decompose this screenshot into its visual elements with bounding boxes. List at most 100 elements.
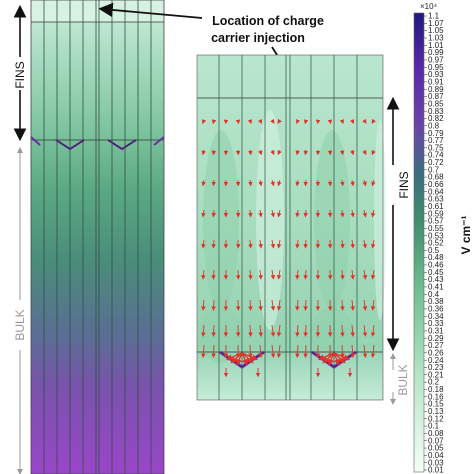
field-vector-arrow xyxy=(371,179,376,187)
field-vector-arrow xyxy=(258,299,263,311)
field-vector-arrow xyxy=(247,149,253,156)
left-panel-top-slab xyxy=(31,0,164,22)
colorbar-tick-label: 0.91 xyxy=(428,78,444,87)
field-vector-arrow xyxy=(258,269,263,280)
field-vector-arrow xyxy=(276,344,282,359)
field-vector-arrow xyxy=(270,118,275,124)
field-vector-arrow xyxy=(362,299,368,311)
field-vector-arrow xyxy=(295,269,300,280)
field-vector-arrows xyxy=(201,118,376,378)
field-vector-arrow xyxy=(295,179,300,187)
field-vector-arrow xyxy=(340,239,345,249)
field-vector-arrow xyxy=(350,209,355,218)
annotation-line-2: carrier injection xyxy=(211,31,305,45)
injection-annotation: Location of charge carrier injection xyxy=(98,2,324,78)
colorbar-tick-label: 0.89 xyxy=(428,85,444,94)
left-fin-notch-outline xyxy=(55,139,85,150)
field-vector-arrow xyxy=(241,352,248,366)
field-vector-arrow xyxy=(236,352,243,366)
field-vector-arrow xyxy=(340,299,345,311)
field-vector-arrow xyxy=(201,149,206,156)
field-vector-arrow xyxy=(258,344,263,359)
colorbar-tick-label: 1.1 xyxy=(428,12,440,21)
field-vector-arrow xyxy=(350,269,355,280)
field-vector-arrow xyxy=(277,118,282,124)
colorbar-tick-label: 0.29 xyxy=(428,334,444,343)
field-vector-arrow xyxy=(362,118,367,124)
field-vector-arrow xyxy=(317,352,335,361)
field-vector-arrow xyxy=(225,352,243,361)
colorbar-tick-label: 0.64 xyxy=(428,187,444,196)
field-vector-arrow xyxy=(270,179,275,187)
colorbar-tick-label: 0.72 xyxy=(428,158,444,167)
annotation-line-1: Location of charge xyxy=(212,14,324,28)
field-contour-light xyxy=(374,120,386,320)
colorbar-tick-label: 0.34 xyxy=(428,312,444,321)
field-vector-arrow xyxy=(270,209,275,218)
field-vector-arrow xyxy=(201,299,206,311)
field-vector-arrow xyxy=(248,344,253,359)
field-vector-arrow xyxy=(339,119,345,125)
field-vector-arrow xyxy=(201,269,206,280)
left-fins-marker: FINS xyxy=(13,4,27,142)
field-contour xyxy=(199,307,243,363)
field-vector-arrow xyxy=(201,119,207,125)
field-vector-arrow xyxy=(295,324,300,337)
colorbar-tick-label: 0.15 xyxy=(428,400,444,409)
field-vector-arrow xyxy=(248,299,253,311)
field-vector-arrow xyxy=(201,239,206,249)
colorbar-tick-label: 0.1 xyxy=(428,422,440,431)
right-bulk-label: BULK xyxy=(396,364,410,395)
field-vector-arrow xyxy=(328,352,335,366)
colorbar-tick-label: 0.85 xyxy=(428,99,444,108)
left-fin-notch-outline xyxy=(107,139,137,150)
right-panel-fin-walls xyxy=(218,55,358,400)
field-vector-arrow xyxy=(270,149,275,156)
field-vector-arrow xyxy=(350,239,355,249)
colorbar-tick-label: 0.53 xyxy=(428,231,444,240)
field-vector-arrow xyxy=(370,324,376,337)
field-vector-arrow xyxy=(258,149,263,156)
left-panel-field xyxy=(31,0,164,474)
field-vector-arrow xyxy=(270,239,276,249)
field-vector-arrow xyxy=(270,344,276,359)
field-vector-arrow xyxy=(276,269,282,280)
field-vector-arrow xyxy=(371,149,376,156)
colorbar-tick-label: 1.01 xyxy=(428,41,444,50)
colorbar-gradient xyxy=(413,12,425,473)
field-vector-arrow xyxy=(350,344,355,359)
field-contour xyxy=(203,130,239,310)
colorbar-tick-label: 0.57 xyxy=(428,217,444,226)
colorbar-tick-label: 0.05 xyxy=(428,444,444,453)
field-vector-arrow xyxy=(370,269,376,280)
colorbar-tick-label: 0.45 xyxy=(428,268,444,277)
right-bulk-marker: BULK xyxy=(390,353,410,405)
annotation-arrow-left xyxy=(98,2,203,19)
field-vector-arrow xyxy=(370,299,376,311)
colorbar-tick-label: 0.87 xyxy=(428,92,444,101)
field-vector-arrow xyxy=(295,239,300,249)
field-vector-arrow xyxy=(241,352,254,364)
field-vector-arrow xyxy=(333,352,346,364)
field-vector-arrow xyxy=(248,239,253,249)
field-vector-arrow xyxy=(270,269,276,280)
colorbar-tick-label: 0.04 xyxy=(428,451,444,460)
colorbar-tick-label: 0.36 xyxy=(428,305,444,314)
colorbar-tick-label: 0.68 xyxy=(428,173,444,182)
field-vector-arrow xyxy=(362,269,368,280)
field-vector-arrow xyxy=(371,209,376,218)
colorbar-tick-label: 0.55 xyxy=(428,224,444,233)
colorbar-tick-label: 0.7 xyxy=(428,165,440,174)
colorbar-tick-label: 0.93 xyxy=(428,70,444,79)
colorbar-tick-label: 0.95 xyxy=(428,63,444,72)
colorbar-exponent: ×10⁴ xyxy=(420,2,438,11)
colorbar-tick-label: 1.05 xyxy=(428,26,444,35)
field-vector-arrow xyxy=(362,324,368,337)
colorbar-ticks: 1.11.071.051.031.010.990.970.950.930.910… xyxy=(424,12,444,474)
colorbar: ×10⁴ 1.11.071.051.031.010.990.970.950.93… xyxy=(413,2,473,474)
colorbar-tick-label: 0.52 xyxy=(428,239,444,248)
field-vector-arrow xyxy=(362,239,368,249)
field-vector-arrow xyxy=(350,149,355,156)
field-vector-arrow xyxy=(277,149,282,156)
colorbar-tick-label: 0.24 xyxy=(428,356,444,365)
